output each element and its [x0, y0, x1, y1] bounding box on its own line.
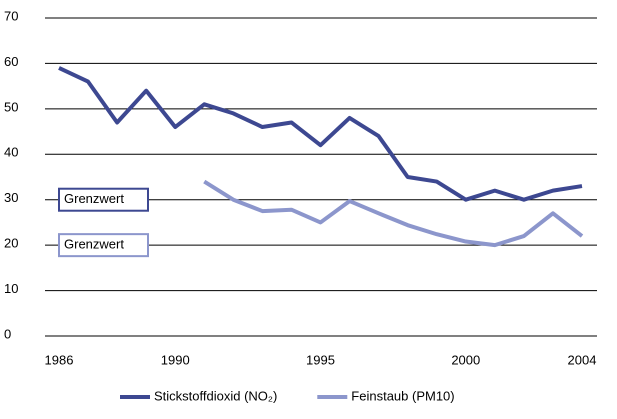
- series-line: [203, 179, 584, 248]
- y-tick-label: 70: [4, 8, 18, 23]
- legend-label: Feinstaub (PM10): [351, 388, 454, 403]
- x-tick-label: 1986: [45, 352, 74, 367]
- x-tick-label: 1990: [161, 352, 190, 367]
- y-tick-label: 40: [4, 145, 18, 160]
- y-tick-label: 60: [4, 54, 18, 69]
- legend-label: Stickstoffdioxid (NO₂): [154, 388, 277, 403]
- y-tick-label: 0: [4, 326, 11, 341]
- annotation-box: [58, 187, 149, 212]
- y-tick-label: 30: [4, 190, 18, 205]
- x-tick-label: 2000: [451, 352, 480, 367]
- y-tick-label: 50: [4, 99, 18, 114]
- annotation-label: Grenzwert: [64, 191, 124, 206]
- annotation-label: Grenzwert: [64, 237, 124, 252]
- y-tick-label: 10: [4, 281, 18, 296]
- x-tick-label: 1995: [306, 352, 335, 367]
- annotation-box: [58, 233, 149, 258]
- y-tick-label: 20: [4, 236, 18, 251]
- series-line: [58, 66, 583, 202]
- x-tick-label: 2004: [568, 352, 597, 367]
